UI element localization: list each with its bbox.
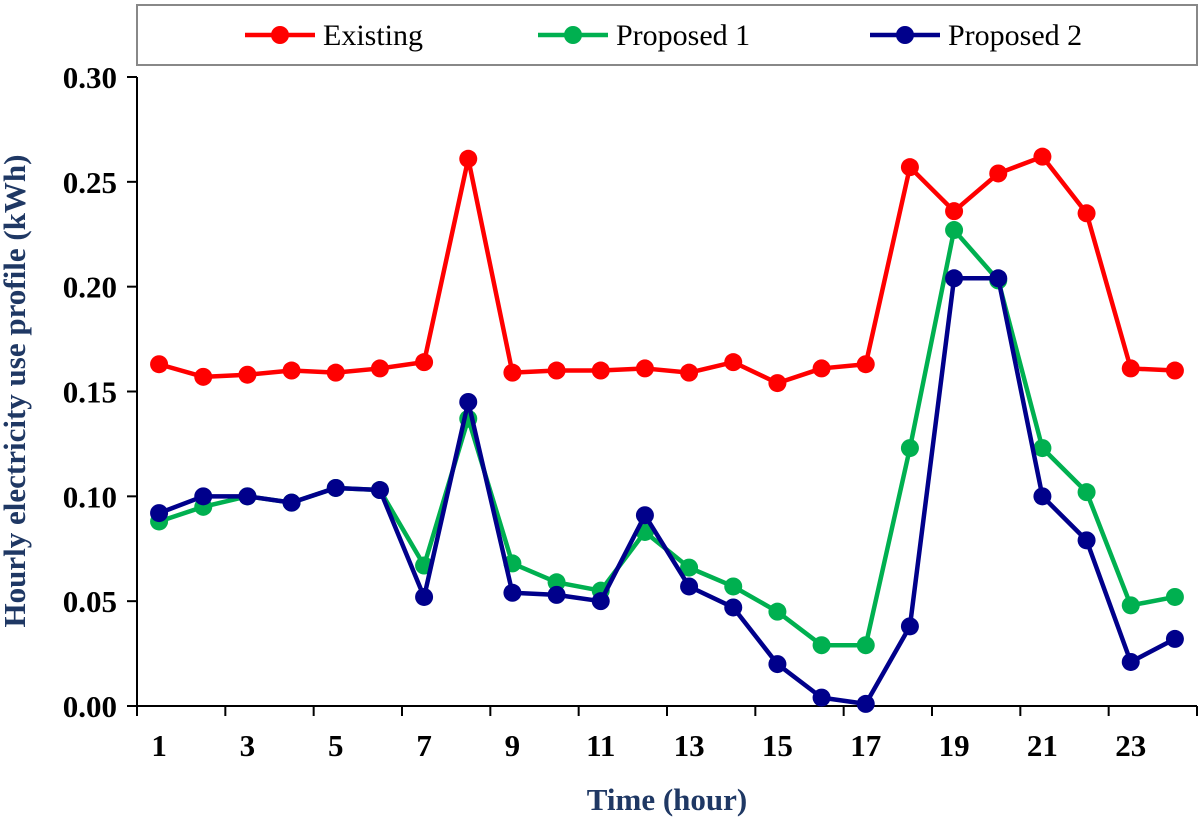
data-point [680,363,699,382]
data-point [1165,361,1184,380]
data-point [459,392,478,411]
data-point [194,367,213,386]
x-tick-label: 21 [1027,728,1058,763]
data-point [547,361,566,380]
data-point [680,558,699,577]
data-point [1121,359,1140,378]
y-tick-label: 0.15 [63,375,117,410]
data-point [1077,204,1096,223]
data-point [680,577,699,596]
data-point [415,353,434,372]
data-point [415,587,434,606]
y-tick-label: 0.00 [63,689,117,724]
data-point [812,636,831,655]
series-line [158,154,1176,386]
data-point [989,269,1008,288]
data-point [503,583,522,602]
data-point [1165,629,1184,648]
data-point [370,481,389,500]
data-point [945,269,964,288]
data-point [326,478,345,497]
data-point [768,374,787,393]
series-line [158,227,1176,648]
legend-item: Proposed 1 [538,19,750,52]
series-layer [150,147,1184,713]
data-point [900,617,919,636]
data-point [1077,531,1096,550]
data-point [900,439,919,458]
data-point [238,487,257,506]
data-point [194,487,213,506]
series-proposed-2 [150,269,1184,713]
data-point [945,202,964,221]
data-point [724,598,743,617]
x-tick-label: 11 [586,728,615,763]
data-point [1033,147,1052,166]
data-point [547,573,566,592]
data-point [282,493,301,512]
x-axis-title: Time (hour) [587,782,747,817]
data-point [635,506,654,525]
data-point [282,361,301,380]
x-tick-label: 17 [850,728,881,763]
data-point [591,361,610,380]
data-point [591,592,610,611]
data-point [547,585,566,604]
data-point [1121,652,1140,671]
data-point [768,655,787,674]
data-point [768,602,787,621]
legend-marker [271,26,289,44]
data-point [370,359,389,378]
data-point [326,363,345,382]
y-tick-label: 0.10 [63,479,117,514]
data-point [635,359,654,378]
x-tick-label: 3 [240,728,256,763]
legend-item: Proposed 2 [870,19,1082,52]
y-axis-title: Hourly electricity use profile (kWh) [0,155,32,628]
data-point [1033,487,1052,506]
legend-label: Proposed 1 [616,19,750,52]
data-point [812,688,831,707]
legend-marker [896,26,914,44]
y-tick-label: 0.25 [63,165,117,200]
data-point [1121,596,1140,615]
legend-item: Existing [245,19,423,52]
data-point [1165,587,1184,606]
data-point [459,149,478,168]
data-point [724,577,743,596]
x-tick-label: 9 [505,728,521,763]
data-point [900,158,919,177]
x-tick-label: 15 [762,728,793,763]
legend-label: Proposed 2 [948,19,1082,52]
x-tick-label: 23 [1115,728,1146,763]
legend: Existing Proposed 1 Proposed 2 [136,4,1198,66]
series-line [158,276,1176,707]
y-tick-label: 0.05 [63,584,117,619]
data-point [856,355,875,374]
data-point [1077,483,1096,502]
series-existing [150,147,1184,393]
data-point [989,164,1008,183]
x-tick-label: 13 [674,728,705,763]
legend-label: Existing [323,19,423,52]
y-tick-label: 0.30 [63,60,117,95]
x-tick-label: 7 [416,728,432,763]
data-point [945,221,964,240]
data-point [724,353,743,372]
legend-marker [564,26,582,44]
data-point [503,363,522,382]
data-point [150,355,169,374]
axes: 0.000.050.100.150.200.250.301 3 5 7 9 11 13 15 1… [63,60,1198,763]
x-tick-label: 1 [151,728,167,763]
x-tick-label: 19 [939,728,970,763]
data-point [812,359,831,378]
x-tick-label: 5 [328,728,344,763]
data-point [856,694,875,713]
data-point [150,504,169,523]
y-tick-label: 0.20 [63,270,117,305]
data-point [238,365,257,384]
data-point [1033,439,1052,458]
data-point [856,636,875,655]
